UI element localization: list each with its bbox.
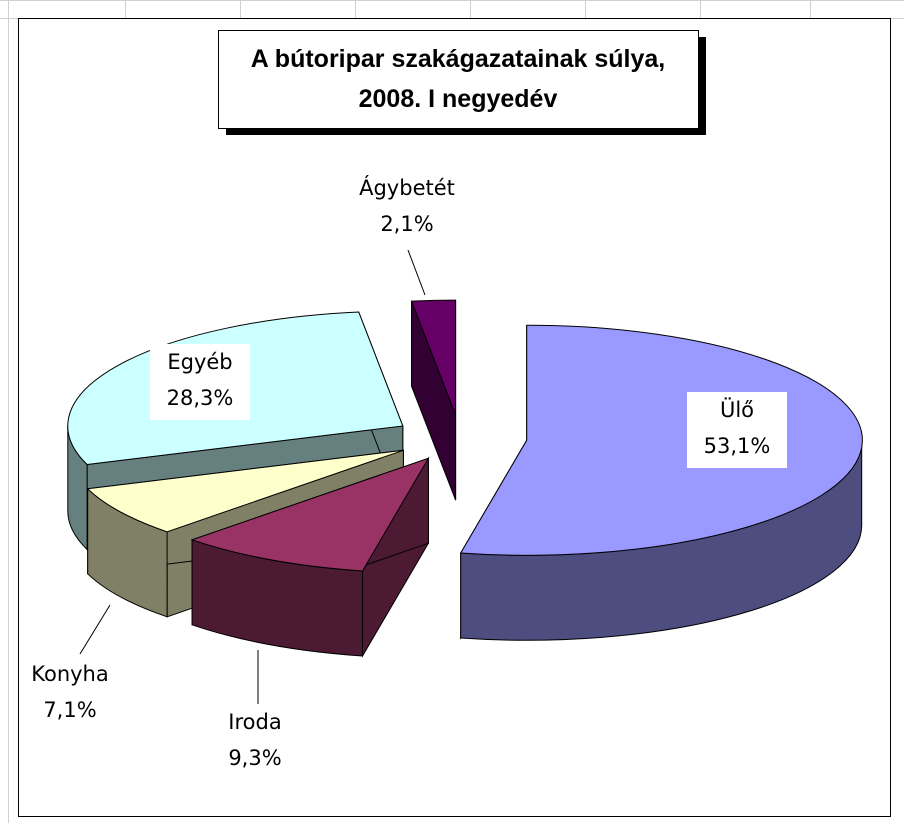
value-label: 7,1% (43, 698, 96, 722)
labels: Ülő 53,1% Iroda 9,3% Konyha 7,1% Egyéb 28,3% Ágy… (31, 175, 787, 770)
category-label: Ágybetét (359, 175, 455, 200)
value-label: 2,1% (380, 212, 433, 236)
category-label: Ülő (720, 397, 754, 422)
value-label: 28,3% (167, 386, 234, 410)
category-label: Iroda (228, 710, 281, 734)
pie (67, 299, 863, 658)
label-box (150, 344, 250, 420)
value-label: 9,3% (228, 746, 281, 770)
label-box (687, 392, 787, 468)
value-label: 53,1% (704, 434, 771, 458)
category-label: Egyéb (167, 350, 232, 374)
slice-top (459, 324, 863, 556)
chart-title: A bútoripar szakágazatainak súlya, 2008.… (250, 45, 666, 113)
category-label: Konyha (31, 662, 109, 686)
leader-line (407, 249, 426, 296)
slice-top (190, 457, 430, 572)
leader-line (79, 604, 111, 655)
slice-top (86, 449, 404, 533)
title-box (218, 30, 699, 129)
slice-top (410, 299, 457, 416)
